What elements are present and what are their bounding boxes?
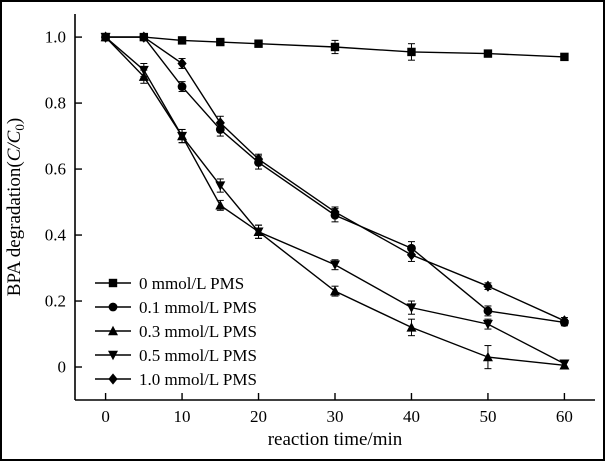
x-tick-label: 40 [403,407,420,426]
marker-diamond [215,117,225,129]
marker-triangle-up [330,285,340,296]
marker-diamond [100,31,111,43]
legend: 0 mmol/L PMS 0.1 mmol/L PMS 0.3 mmol/L PMS… [95,274,257,389]
legend-label: 1.0 mmol/L PMS [139,370,257,389]
series-triangle-up [100,31,570,370]
marker-triangle-down [406,303,417,313]
marker-square [483,49,493,58]
marker-diamond [108,373,118,385]
y-tick-label: 1.0 [45,28,66,47]
marker-triangle-down [330,260,340,270]
marker-triangle-down [253,227,264,237]
marker-triangle-down [138,65,149,76]
legend-label: 0.5 mmol/L PMS [139,346,257,365]
marker-triangle-down [177,131,188,142]
marker-square [216,37,225,47]
marker-square [330,42,340,52]
marker-triangle-up [215,200,226,210]
marker-circle [483,306,493,316]
legend-label: 0.3 mmol/L PMS [139,322,257,341]
marker-triangle-down [559,359,570,369]
marker-diamond [177,57,187,70]
marker-diamond [559,315,570,327]
x-tick-label: 60 [556,407,573,426]
y-tick-label: 0.6 [45,160,66,179]
x-tick-label: 0 [101,407,110,426]
legend-label: 0.1 mmol/L PMS [139,298,257,317]
y-tick-label: 0.8 [45,94,66,113]
marker-triangle-up [482,351,493,362]
marker-triangle-up [406,322,417,332]
marker-triangle-down [215,181,226,191]
x-tick-label: 30 [327,407,344,426]
y-tick-label: 0.2 [45,292,66,311]
y-axis-label: BPA degradation(C/C0) [4,118,27,296]
marker-diamond [330,206,340,218]
marker-circle [108,302,118,312]
marker-triangle-down [482,319,493,330]
marker-diamond [483,280,493,292]
x-tick-label: 20 [250,407,267,426]
y-tick-label: 0.4 [45,226,67,245]
marker-circle [177,82,187,91]
marker-square [560,52,569,62]
marker-diamond [253,153,264,165]
marker-square [407,47,416,57]
marker-square [177,36,187,45]
legend-label: 0 mmol/L PMS [139,274,244,293]
marker-triangle-up [108,325,118,336]
marker-square [254,39,263,48]
marker-square [108,278,118,288]
x-tick-label: 50 [479,407,496,426]
x-axis-label: reaction time/min [268,429,403,450]
marker-diamond [139,31,149,43]
x-tick-label: 10 [174,407,191,426]
series-triangle-down [100,32,570,369]
marker-triangle-down [108,350,118,361]
y-tick-label: 0 [58,358,67,377]
